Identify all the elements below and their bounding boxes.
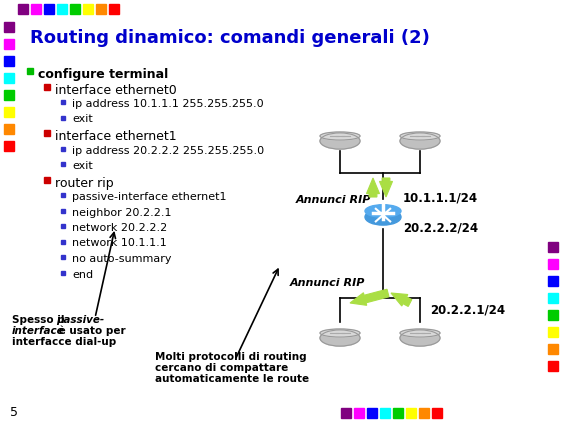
Bar (393, 408, 403, 418)
Bar (18, 4, 28, 14)
Bar (406, 408, 416, 418)
Text: 10.1.1.1/24: 10.1.1.1/24 (403, 192, 478, 205)
Bar (548, 327, 558, 337)
Bar (96, 4, 106, 14)
Ellipse shape (400, 132, 440, 140)
Text: no auto-summary: no auto-summary (72, 254, 172, 264)
Bar (341, 408, 351, 418)
Ellipse shape (320, 330, 360, 346)
Text: neighbor 20.2.2.1: neighbor 20.2.2.1 (72, 208, 172, 217)
Ellipse shape (320, 133, 360, 149)
Text: passive-: passive- (56, 315, 104, 325)
Text: ip address 20.2.2.2 255.255.255.0: ip address 20.2.2.2 255.255.255.0 (72, 146, 264, 155)
Text: Molti protocolli di routing: Molti protocolli di routing (155, 352, 307, 362)
Bar (548, 276, 558, 286)
Bar (27, 68, 33, 74)
Text: exit: exit (72, 114, 93, 124)
Text: Routing dinamico: comandi generali (2): Routing dinamico: comandi generali (2) (30, 29, 430, 47)
Polygon shape (391, 293, 412, 306)
Bar (44, 176, 50, 182)
Text: passive-interface ethernet1: passive-interface ethernet1 (72, 192, 226, 202)
Bar (70, 4, 80, 14)
Text: cercano di compattare: cercano di compattare (155, 363, 288, 373)
Text: interface ethernet1: interface ethernet1 (55, 130, 177, 143)
Bar (4, 22, 14, 32)
Text: 20.2.2.1/24: 20.2.2.1/24 (430, 303, 505, 316)
Bar (31, 4, 41, 14)
Polygon shape (367, 178, 379, 197)
Ellipse shape (400, 329, 440, 337)
Bar (4, 107, 14, 117)
Bar (548, 259, 558, 269)
Text: exit: exit (72, 161, 93, 171)
Bar (61, 240, 65, 243)
Bar (4, 73, 14, 83)
Bar (548, 344, 558, 354)
Text: 20.2.2.2/24: 20.2.2.2/24 (403, 222, 478, 235)
Polygon shape (350, 289, 389, 305)
Bar (367, 408, 377, 418)
Text: router rip: router rip (55, 176, 114, 189)
Bar (4, 90, 14, 100)
Ellipse shape (365, 205, 401, 217)
Text: network 10.1.1.1: network 10.1.1.1 (72, 238, 167, 249)
Bar (419, 408, 429, 418)
Bar (61, 224, 65, 228)
Bar (4, 39, 14, 49)
Bar (61, 193, 65, 197)
Bar (61, 208, 65, 213)
Bar (44, 84, 50, 89)
Text: interface ethernet0: interface ethernet0 (55, 84, 177, 97)
Ellipse shape (365, 209, 401, 225)
Text: Annunci RIP: Annunci RIP (290, 278, 365, 288)
Text: configure terminal: configure terminal (38, 68, 168, 81)
Text: end: end (72, 270, 93, 279)
Text: Annunci RIP: Annunci RIP (296, 195, 372, 205)
Bar (432, 408, 442, 418)
Text: automaticamente le route: automaticamente le route (155, 374, 309, 384)
Ellipse shape (400, 330, 440, 346)
Bar (548, 361, 558, 371)
Bar (61, 116, 65, 119)
Bar (109, 4, 119, 14)
Text: interface: interface (12, 326, 65, 336)
Ellipse shape (320, 329, 360, 337)
Bar (61, 255, 65, 259)
Bar (61, 146, 65, 151)
Bar (4, 141, 14, 151)
Bar (380, 408, 390, 418)
Bar (83, 4, 93, 14)
Ellipse shape (320, 132, 360, 140)
Bar (4, 124, 14, 134)
Text: è usato per: è usato per (55, 326, 126, 336)
Bar (57, 4, 67, 14)
Bar (61, 100, 65, 104)
Bar (548, 242, 558, 252)
Text: network 20.2.2.2: network 20.2.2.2 (72, 223, 167, 233)
Bar (44, 130, 50, 136)
Bar (354, 408, 364, 418)
Polygon shape (379, 178, 392, 197)
Bar (61, 271, 65, 274)
Text: interfacce dial-up: interfacce dial-up (12, 337, 116, 347)
Bar (44, 4, 54, 14)
Bar (61, 162, 65, 166)
Ellipse shape (400, 133, 440, 149)
Text: Spesso il: Spesso il (12, 315, 68, 325)
Text: 5: 5 (10, 406, 18, 419)
Bar (548, 310, 558, 320)
Text: ip address 10.1.1.1 255.255.255.0: ip address 10.1.1.1 255.255.255.0 (72, 99, 263, 109)
Bar (4, 56, 14, 66)
Bar (548, 293, 558, 303)
